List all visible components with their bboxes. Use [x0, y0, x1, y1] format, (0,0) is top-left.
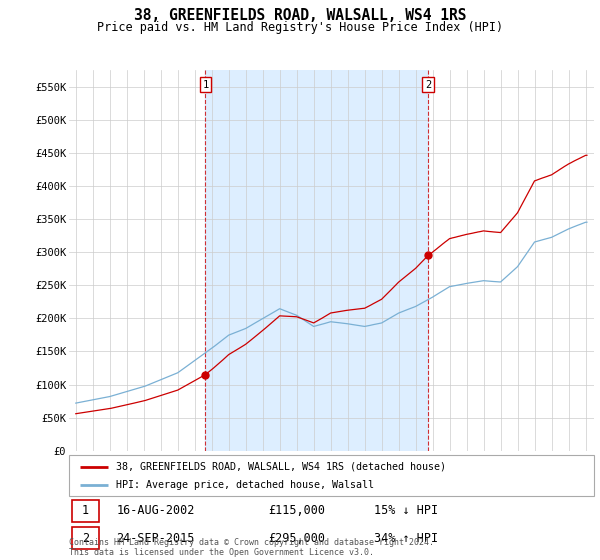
Text: 16-AUG-2002: 16-AUG-2002 — [116, 505, 194, 517]
Text: 2: 2 — [82, 532, 89, 545]
Text: 1: 1 — [82, 505, 89, 517]
Text: 24-SEP-2015: 24-SEP-2015 — [116, 532, 194, 545]
Text: £295,000: £295,000 — [269, 532, 325, 545]
Text: Contains HM Land Registry data © Crown copyright and database right 2024.
This d: Contains HM Land Registry data © Crown c… — [69, 538, 434, 557]
FancyBboxPatch shape — [71, 528, 99, 549]
Text: 15% ↓ HPI: 15% ↓ HPI — [373, 505, 437, 517]
Bar — [205, 70, 428, 451]
Text: 1: 1 — [202, 80, 208, 90]
FancyBboxPatch shape — [71, 500, 99, 522]
Text: 34% ↑ HPI: 34% ↑ HPI — [373, 532, 437, 545]
Text: HPI: Average price, detached house, Walsall: HPI: Average price, detached house, Wals… — [116, 480, 374, 489]
Text: £115,000: £115,000 — [269, 505, 325, 517]
Text: 38, GREENFIELDS ROAD, WALSALL, WS4 1RS (detached house): 38, GREENFIELDS ROAD, WALSALL, WS4 1RS (… — [116, 461, 446, 472]
Text: 38, GREENFIELDS ROAD, WALSALL, WS4 1RS: 38, GREENFIELDS ROAD, WALSALL, WS4 1RS — [134, 8, 466, 24]
Text: Price paid vs. HM Land Registry's House Price Index (HPI): Price paid vs. HM Land Registry's House … — [97, 21, 503, 34]
Text: 2: 2 — [425, 80, 431, 90]
